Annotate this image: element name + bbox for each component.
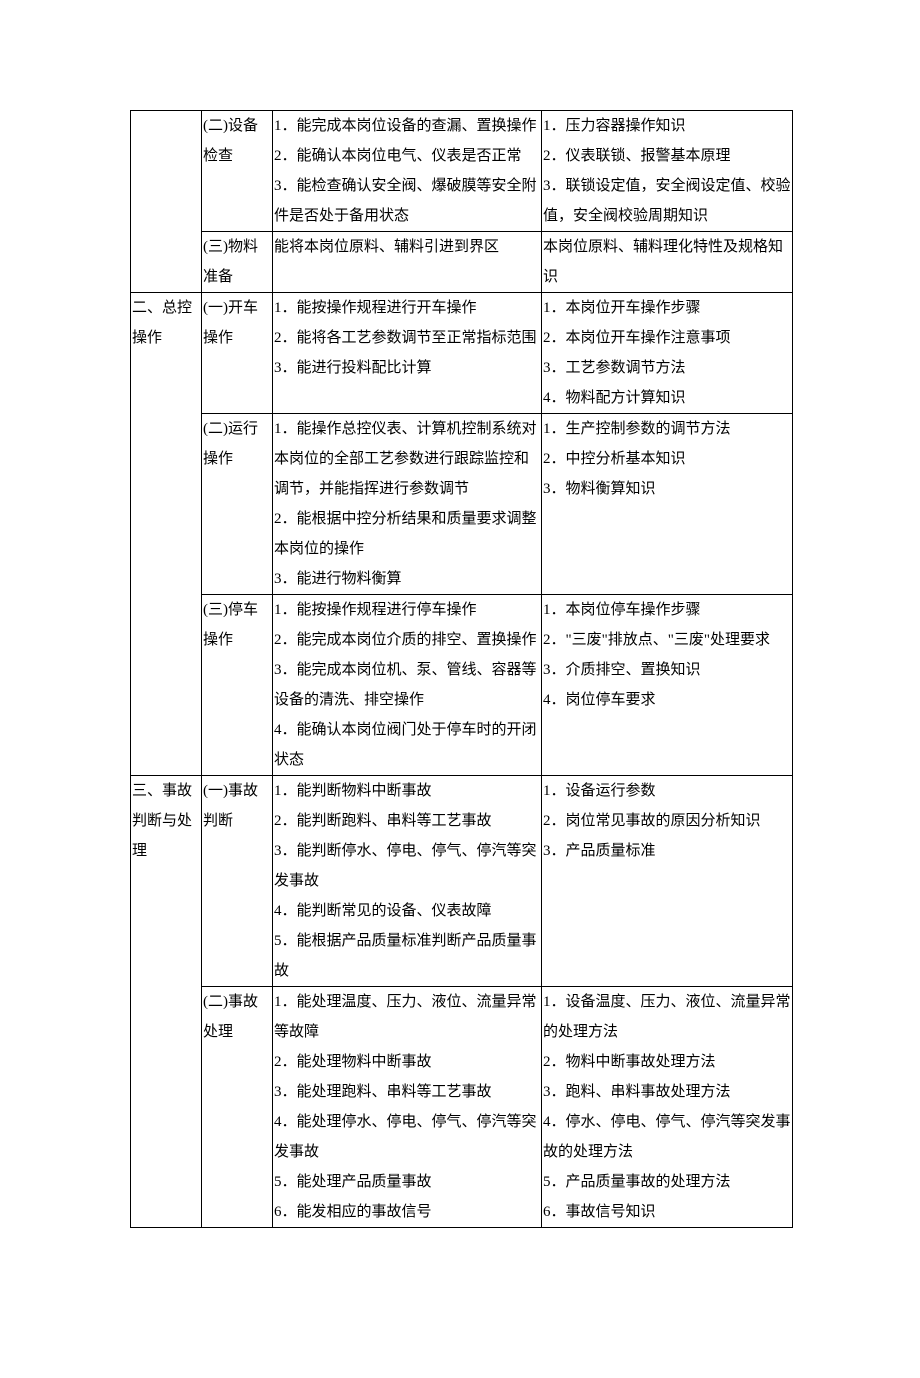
table-cell: 1．能操作总控仪表、计算机控制系统对本岗位的全部工艺参数进行跟踪监控和调节，并能…: [273, 414, 542, 595]
cell-text: 1．能完成本岗位设备的查漏、置换操作2．能确认本岗位电气、仪表是否正常3．能检查…: [273, 111, 541, 231]
table-row: (二)事故处理1．能处理温度、压力、液位、流量异常等故障2．能处理物料中断事故3…: [131, 987, 793, 1228]
cell-text: 1．本岗位开车操作步骤2．本岗位开车操作注意事项3．工艺参数调节方法4．物料配方…: [542, 293, 792, 413]
table-row: (三)物料准备能将本岗位原料、辅料引进到界区本岗位原料、辅料理化特性及规格知识: [131, 232, 793, 293]
cell-text: 1．生产控制参数的调节方法2．中控分析基本知识3．物料衡算知识: [542, 414, 792, 504]
cell-text: (一)事故判断: [202, 776, 272, 836]
table-cell: 1．本岗位停车操作步骤2．"三废"排放点、"三废"处理要求3．介质排空、置换知识…: [542, 595, 793, 776]
cell-text: 三、事故判断与处理: [131, 776, 201, 866]
cell-text: 1．本岗位停车操作步骤2．"三废"排放点、"三废"处理要求3．介质排空、置换知识…: [542, 595, 792, 715]
table-cell: (二)设备检查: [202, 111, 273, 232]
table-cell: 三、事故判断与处理: [131, 776, 202, 1228]
table-body: (二)设备检查1．能完成本岗位设备的查漏、置换操作2．能确认本岗位电气、仪表是否…: [131, 111, 793, 1228]
cell-text: 1．设备运行参数2．岗位常见事故的原因分析知识3．产品质量标准: [542, 776, 792, 866]
table-cell: (二)运行操作: [202, 414, 273, 595]
cell-text: (一)开车操作: [202, 293, 272, 353]
table-cell: (一)开车操作: [202, 293, 273, 414]
cell-text: 二、总控操作: [131, 293, 201, 353]
table-cell: (二)事故处理: [202, 987, 273, 1228]
cell-text: (三)停车操作: [202, 595, 272, 655]
cell-text: (二)设备检查: [202, 111, 272, 171]
table-cell: 1．设备运行参数2．岗位常见事故的原因分析知识3．产品质量标准: [542, 776, 793, 987]
table-cell: 1．能处理温度、压力、液位、流量异常等故障2．能处理物料中断事故3．能处理跑料、…: [273, 987, 542, 1228]
table-cell: 能将本岗位原料、辅料引进到界区: [273, 232, 542, 293]
table-row: (二)运行操作1．能操作总控仪表、计算机控制系统对本岗位的全部工艺参数进行跟踪监…: [131, 414, 793, 595]
table-cell: 1．能完成本岗位设备的查漏、置换操作2．能确认本岗位电气、仪表是否正常3．能检查…: [273, 111, 542, 232]
table-cell: [131, 111, 202, 293]
cell-text: 1．能判断物料中断事故2．能判断跑料、串料等工艺事故3．能判断停水、停电、停气、…: [273, 776, 541, 986]
cell-text: 1．设备温度、压力、液位、流量异常的处理方法2．物料中断事故处理方法3．跑料、串…: [542, 987, 792, 1227]
cell-text: 1．能按操作规程进行开车操作2．能将各工艺参数调节至正常指标范围3．能进行投料配…: [273, 293, 541, 383]
table-cell: 1．设备温度、压力、液位、流量异常的处理方法2．物料中断事故处理方法3．跑料、串…: [542, 987, 793, 1228]
table-cell: 本岗位原料、辅料理化特性及规格知识: [542, 232, 793, 293]
table-cell: (一)事故判断: [202, 776, 273, 987]
table-cell: 1．压力容器操作知识2．仪表联锁、报警基本原理3．联锁设定值，安全阀设定值、校验…: [542, 111, 793, 232]
table-cell: 二、总控操作: [131, 293, 202, 776]
table-cell: 1．生产控制参数的调节方法2．中控分析基本知识3．物料衡算知识: [542, 414, 793, 595]
cell-text: 能将本岗位原料、辅料引进到界区: [273, 232, 541, 262]
table-row: (三)停车操作1．能按操作规程进行停车操作2．能完成本岗位介质的排空、置换操作3…: [131, 595, 793, 776]
cell-text: (三)物料准备: [202, 232, 272, 292]
cell-text: 1．能按操作规程进行停车操作2．能完成本岗位介质的排空、置换操作3．能完成本岗位…: [273, 595, 541, 775]
table-cell: 1．能按操作规程进行停车操作2．能完成本岗位介质的排空、置换操作3．能完成本岗位…: [273, 595, 542, 776]
table-cell: 1．能判断物料中断事故2．能判断跑料、串料等工艺事故3．能判断停水、停电、停气、…: [273, 776, 542, 987]
cell-text: 本岗位原料、辅料理化特性及规格知识: [542, 232, 792, 292]
table-row: 二、总控操作(一)开车操作1．能按操作规程进行开车操作2．能将各工艺参数调节至正…: [131, 293, 793, 414]
cell-text: 1．能处理温度、压力、液位、流量异常等故障2．能处理物料中断事故3．能处理跑料、…: [273, 987, 541, 1227]
table-cell: (三)物料准备: [202, 232, 273, 293]
cell-text: 1．能操作总控仪表、计算机控制系统对本岗位的全部工艺参数进行跟踪监控和调节，并能…: [273, 414, 541, 594]
document-page: (二)设备检查1．能完成本岗位设备的查漏、置换操作2．能确认本岗位电气、仪表是否…: [0, 0, 920, 1378]
table-row: (二)设备检查1．能完成本岗位设备的查漏、置换操作2．能确认本岗位电气、仪表是否…: [131, 111, 793, 232]
cell-text: (二)事故处理: [202, 987, 272, 1047]
table-row: 三、事故判断与处理(一)事故判断1．能判断物料中断事故2．能判断跑料、串料等工艺…: [131, 776, 793, 987]
table-cell: 1．能按操作规程进行开车操作2．能将各工艺参数调节至正常指标范围3．能进行投料配…: [273, 293, 542, 414]
cell-text: 1．压力容器操作知识2．仪表联锁、报警基本原理3．联锁设定值，安全阀设定值、校验…: [542, 111, 792, 231]
skills-table: (二)设备检查1．能完成本岗位设备的查漏、置换操作2．能确认本岗位电气、仪表是否…: [130, 110, 793, 1228]
cell-text: (二)运行操作: [202, 414, 272, 474]
table-cell: 1．本岗位开车操作步骤2．本岗位开车操作注意事项3．工艺参数调节方法4．物料配方…: [542, 293, 793, 414]
table-cell: (三)停车操作: [202, 595, 273, 776]
